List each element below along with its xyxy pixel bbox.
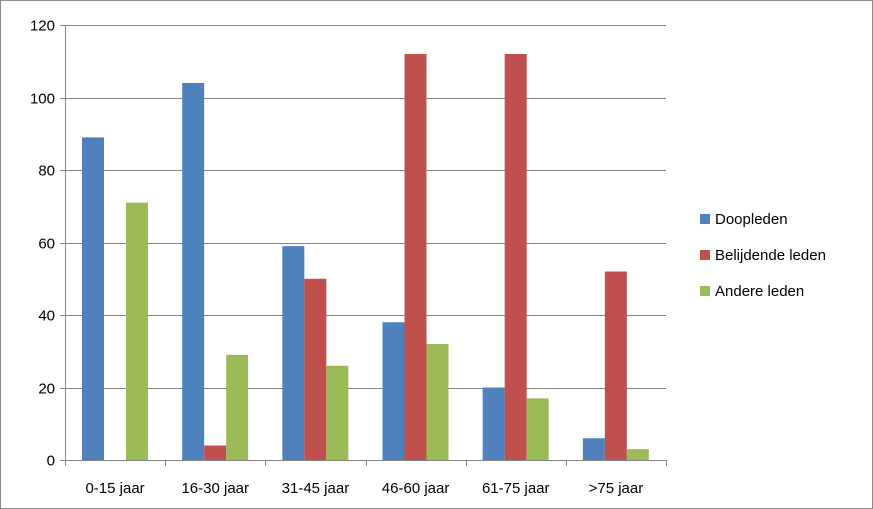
y-tick-label: 80 bbox=[38, 163, 55, 180]
bar-andere-leden bbox=[326, 365, 349, 460]
legend-label: Belijdende leden bbox=[715, 247, 826, 264]
x-tick-label: 61-75 jaar bbox=[482, 480, 550, 497]
y-tick-label: 100 bbox=[30, 91, 55, 108]
legend: Doopleden Belijdende leden Andere leden bbox=[700, 211, 826, 300]
bar-belijdende-leden bbox=[304, 278, 327, 460]
bar-belijdende-leden bbox=[504, 54, 527, 460]
y-tick-label: 20 bbox=[38, 381, 55, 398]
x-tick-label: 16-30 jaar bbox=[181, 480, 249, 497]
bar-doopleden bbox=[282, 246, 305, 460]
y-tick-label: 40 bbox=[38, 308, 55, 325]
bar-andere-leden bbox=[526, 398, 549, 460]
bar-andere-leden bbox=[126, 202, 148, 460]
bar-belijdende-leden bbox=[404, 54, 427, 460]
legend-label: Andere leden bbox=[715, 283, 804, 300]
axes bbox=[65, 25, 667, 466]
bar-belijdende-leden bbox=[604, 271, 627, 460]
bar-doopleden bbox=[482, 387, 505, 460]
legend-label: Doopleden bbox=[715, 211, 788, 228]
grid-lines bbox=[60, 25, 666, 461]
bars bbox=[82, 54, 649, 460]
bar-doopleden bbox=[382, 322, 405, 460]
y-tick-label: 60 bbox=[38, 236, 55, 253]
y-tick-label: 0 bbox=[47, 453, 55, 470]
bar-doopleden bbox=[182, 83, 205, 460]
x-tick-label: 46-60 jaar bbox=[382, 480, 450, 497]
bar-belijdende-leden bbox=[204, 445, 227, 460]
y-tick-label: 120 bbox=[30, 18, 55, 35]
y-tick-labels: 0 20 40 60 80 100 120 bbox=[30, 18, 55, 470]
x-tick-label: 31-45 jaar bbox=[282, 480, 350, 497]
x-tick-label: >75 jaar bbox=[589, 480, 644, 497]
bar-doopleden bbox=[82, 137, 104, 460]
legend-swatch bbox=[700, 286, 710, 296]
bar-andere-leden bbox=[426, 344, 449, 460]
legend-swatch bbox=[700, 214, 710, 224]
legend-swatch bbox=[700, 250, 710, 260]
x-tick-label: 0-15 jaar bbox=[85, 480, 144, 497]
bar-andere-leden bbox=[226, 354, 249, 460]
bar-andere-leden bbox=[626, 449, 649, 460]
bar-doopleden bbox=[582, 438, 605, 460]
x-tick-labels: 0-15 jaar 16-30 jaar 31-45 jaar 46-60 jaar 6… bbox=[85, 480, 643, 497]
